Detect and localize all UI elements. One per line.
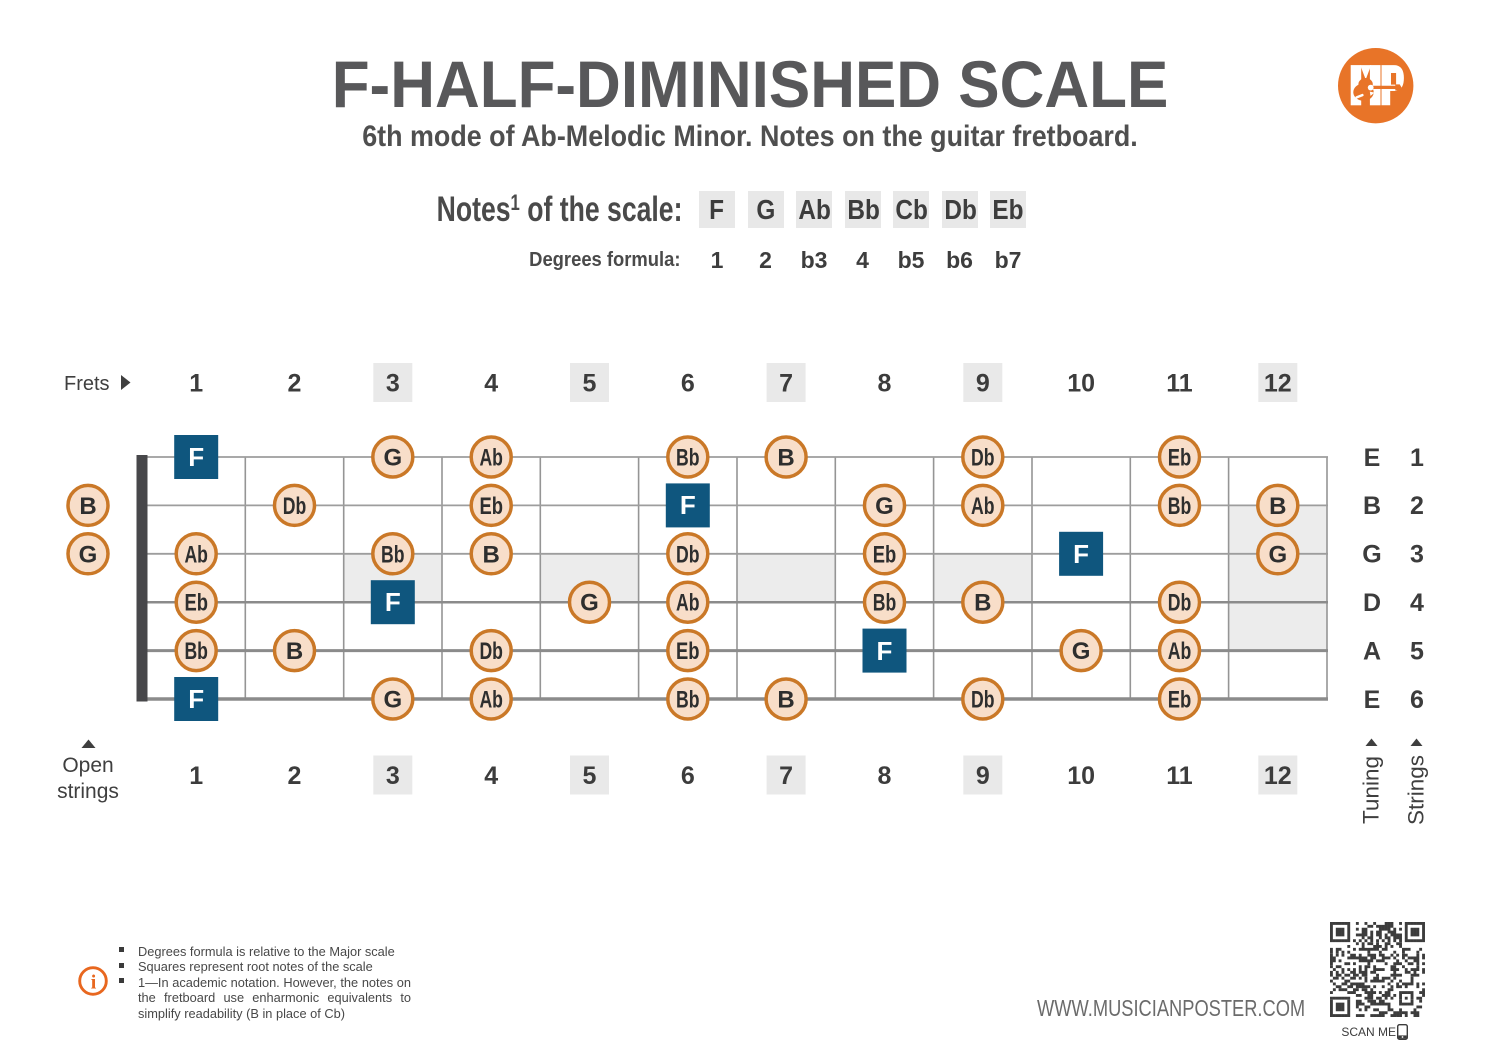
svg-text:B: B <box>1269 493 1286 520</box>
svg-text:A: A <box>1363 637 1381 665</box>
svg-text:7: 7 <box>779 369 793 397</box>
svg-text:strings: strings <box>57 780 119 803</box>
svg-text:5: 5 <box>1410 637 1424 665</box>
svg-text:G: G <box>875 493 894 520</box>
svg-text:8: 8 <box>878 762 892 790</box>
svg-text:Bb: Bb <box>676 687 700 714</box>
svg-text:Bb: Bb <box>873 590 897 617</box>
svg-text:B: B <box>1363 492 1381 520</box>
svg-text:Strings: Strings <box>1404 755 1429 825</box>
svg-text:Db: Db <box>971 445 995 472</box>
svg-text:6: 6 <box>1410 686 1424 714</box>
svg-text:F: F <box>680 490 696 520</box>
svg-text:F: F <box>188 442 204 472</box>
svg-text:Bb: Bb <box>184 638 208 665</box>
svg-text:2: 2 <box>288 369 302 397</box>
svg-text:G: G <box>1268 541 1287 568</box>
svg-text:Bb: Bb <box>676 445 700 472</box>
svg-text:Eb: Eb <box>184 590 208 617</box>
svg-text:G: G <box>79 541 98 568</box>
svg-text:Db: Db <box>1168 590 1192 617</box>
svg-text:Bb: Bb <box>1168 493 1192 520</box>
svg-text:4: 4 <box>484 369 498 397</box>
svg-text:4: 4 <box>1410 589 1424 617</box>
svg-text:4: 4 <box>484 762 498 790</box>
svg-text:5: 5 <box>583 762 597 790</box>
svg-text:Open: Open <box>62 754 113 777</box>
svg-text:12: 12 <box>1264 369 1292 397</box>
svg-text:Ab: Ab <box>479 445 503 472</box>
svg-text:7: 7 <box>779 762 793 790</box>
svg-text:E: E <box>1364 686 1381 714</box>
svg-text:3: 3 <box>386 762 400 790</box>
svg-text:B: B <box>777 445 794 472</box>
svg-text:G: G <box>1362 541 1381 569</box>
svg-text:G: G <box>383 445 402 472</box>
svg-text:10: 10 <box>1067 369 1095 397</box>
svg-text:Ab: Ab <box>676 590 700 617</box>
svg-text:3: 3 <box>1410 541 1424 569</box>
svg-text:2: 2 <box>1410 492 1424 520</box>
svg-text:Db: Db <box>479 638 503 665</box>
svg-text:Tuning: Tuning <box>1359 756 1384 824</box>
svg-text:Eb: Eb <box>1168 687 1192 714</box>
svg-text:12: 12 <box>1264 762 1292 790</box>
svg-text:3: 3 <box>386 369 400 397</box>
svg-text:i: i <box>91 972 97 994</box>
svg-text:1: 1 <box>189 369 203 397</box>
svg-text:D: D <box>1363 589 1381 617</box>
svg-text:F: F <box>385 587 401 617</box>
svg-text:G: G <box>383 687 402 714</box>
svg-text:11: 11 <box>1166 369 1193 397</box>
svg-text:Bb: Bb <box>381 541 405 568</box>
svg-text:Ab: Ab <box>479 687 503 714</box>
svg-text:B: B <box>974 590 991 617</box>
svg-text:Eb: Eb <box>873 541 897 568</box>
svg-text:Db: Db <box>283 493 307 520</box>
svg-text:11: 11 <box>1166 762 1193 790</box>
svg-text:B: B <box>483 541 500 568</box>
svg-text:Ab: Ab <box>184 541 208 568</box>
svg-text:8: 8 <box>878 369 892 397</box>
svg-text:10: 10 <box>1067 762 1095 790</box>
svg-text:Db: Db <box>971 687 995 714</box>
svg-text:2: 2 <box>288 762 302 790</box>
svg-text:6: 6 <box>681 369 695 397</box>
svg-text:G: G <box>580 590 599 617</box>
svg-text:B: B <box>286 638 303 665</box>
svg-text:F: F <box>877 636 893 666</box>
svg-text:B: B <box>79 493 96 520</box>
svg-text:6: 6 <box>681 762 695 790</box>
svg-text:Ab: Ab <box>1168 638 1192 665</box>
svg-text:G: G <box>1072 638 1091 665</box>
svg-text:Frets: Frets <box>64 373 110 395</box>
svg-text:E: E <box>1364 444 1381 472</box>
svg-text:1: 1 <box>189 762 203 790</box>
svg-text:9: 9 <box>976 369 990 397</box>
svg-text:5: 5 <box>583 369 597 397</box>
svg-text:B: B <box>777 687 794 714</box>
svg-text:F: F <box>1073 539 1089 569</box>
svg-text:Eb: Eb <box>1168 445 1192 472</box>
svg-text:Eb: Eb <box>479 493 503 520</box>
svg-text:Db: Db <box>676 541 700 568</box>
svg-text:Eb: Eb <box>676 638 700 665</box>
svg-text:9: 9 <box>976 762 990 790</box>
svg-text:Ab: Ab <box>971 493 995 520</box>
svg-text:F: F <box>188 684 204 714</box>
svg-text:1: 1 <box>1410 444 1424 472</box>
